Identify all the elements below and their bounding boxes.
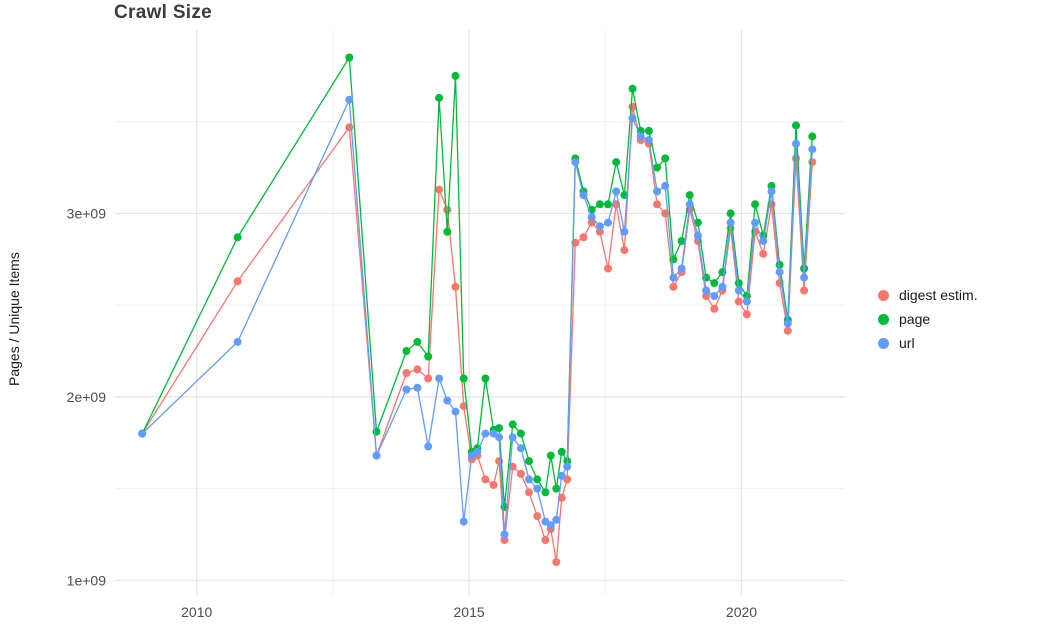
svg-text:2020: 2020 [726,604,757,620]
legend-label-url: url [899,335,915,351]
svg-text:2015: 2015 [454,604,485,620]
legend: digest estim. page url [878,287,978,351]
legend-label-page: page [899,311,931,327]
legend-item-digest-estim: digest estim. [878,287,978,303]
legend-dot-url-icon [878,337,889,349]
svg-text:2010: 2010 [181,604,212,620]
legend-item-url: url [878,335,978,351]
svg-text:2e+09: 2e+09 [67,389,107,405]
legend-label-digest-estim: digest estim. [899,287,978,303]
svg-text:3e+09: 3e+09 [67,205,107,221]
legend-dot-page-icon [878,313,889,325]
legend-item-page: page [878,311,978,327]
chart-title: Crawl Size [114,2,213,23]
legend-dot-digest-estim-icon [878,289,889,301]
svg-text:1e+09: 1e+09 [67,572,107,588]
